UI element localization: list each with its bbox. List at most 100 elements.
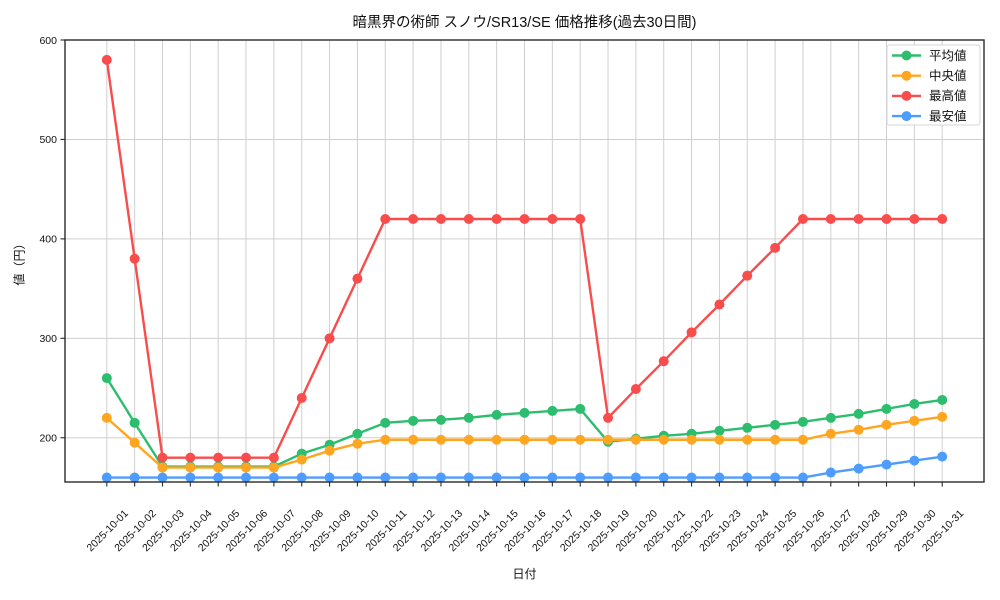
series-median-point <box>825 428 836 439</box>
series-average-point <box>881 403 892 414</box>
series-median-point <box>658 434 669 445</box>
series-average-point <box>909 398 920 409</box>
series-median-point <box>380 434 391 445</box>
series-median-point <box>547 434 558 445</box>
y-tick-labels: 200 300 400 500 600 <box>39 35 57 445</box>
legend-label-average: 平均値 <box>929 48 967 63</box>
series-min-point <box>157 472 168 483</box>
series-average-point <box>519 407 530 418</box>
series-max-point <box>658 356 669 367</box>
series-average-point <box>575 403 586 414</box>
series-max-point <box>575 213 586 224</box>
series-min-point <box>101 472 112 483</box>
series-max-point <box>825 213 836 224</box>
series-median-point <box>241 462 252 473</box>
series-min-point <box>185 472 196 483</box>
series-average-point <box>129 417 140 428</box>
series-median-point <box>324 445 335 456</box>
series-average-point <box>797 416 808 427</box>
series-median-point <box>937 411 948 422</box>
series-median-point <box>491 434 502 445</box>
series-median-point <box>463 434 474 445</box>
series-max-point <box>296 392 307 403</box>
series-min-point <box>213 472 224 483</box>
series-max-point <box>519 213 530 224</box>
y-axis-label: 値（円） <box>12 237 27 286</box>
series-max-point <box>491 213 502 224</box>
series-max-point <box>603 412 614 423</box>
series-max-point <box>213 452 224 463</box>
series-max-point <box>630 384 641 395</box>
series-max-point <box>853 213 864 224</box>
series-average-point <box>380 417 391 428</box>
legend-marker-average <box>901 50 912 61</box>
series-median-point <box>129 437 140 448</box>
series-max-point <box>797 213 808 224</box>
series-average-point <box>547 405 558 416</box>
plot-frame <box>64 39 985 483</box>
series-min-point <box>825 467 836 478</box>
series-max-point <box>185 452 196 463</box>
series-average-point <box>491 409 502 420</box>
series-min <box>101 451 948 483</box>
series-max-point <box>101 54 112 65</box>
series-median-point <box>352 438 363 449</box>
series-average-point <box>714 425 725 436</box>
series-median-point <box>296 454 307 465</box>
series-average-point <box>770 419 781 430</box>
series-min-point <box>770 472 781 483</box>
series-max-point <box>380 213 391 224</box>
legend-marker-min <box>901 111 912 122</box>
series-average-point <box>853 408 864 419</box>
legend-label-min: 最安値 <box>929 108 967 123</box>
series-min-point <box>408 472 419 483</box>
series-average-point <box>463 412 474 423</box>
series-max-point <box>770 242 781 253</box>
series-median-point <box>853 424 864 435</box>
series-median-point <box>686 434 697 445</box>
series-median-point <box>185 462 196 473</box>
series-max-point <box>157 452 168 463</box>
x-tick-labels: 2025-10-012025-10-022025-10-032025-10-04… <box>84 508 966 555</box>
series-max-point <box>937 213 948 224</box>
series-median-point <box>408 434 419 445</box>
series-max-point <box>686 327 697 338</box>
series-max-point <box>268 452 279 463</box>
series-min-point <box>268 472 279 483</box>
legend-box <box>886 44 981 126</box>
series-median-point <box>630 434 641 445</box>
series-min-point <box>241 472 252 483</box>
series-max-point <box>129 253 140 264</box>
series-average-point <box>742 422 753 433</box>
series-max-point <box>241 452 252 463</box>
x-axis-label: 日付 <box>512 567 537 581</box>
legend-label-max: 最高値 <box>929 88 967 103</box>
series-min-point <box>463 472 474 483</box>
series-max-point <box>881 213 892 224</box>
series-average-point <box>825 412 836 423</box>
series-min-point <box>937 451 948 462</box>
series-min-point <box>658 472 669 483</box>
series-median-point <box>575 434 586 445</box>
series-min-point <box>296 472 307 483</box>
series-min-point <box>435 472 446 483</box>
series-max <box>101 54 948 463</box>
series-max-point <box>909 213 920 224</box>
legend-label-median: 中央値 <box>929 68 967 83</box>
series-median <box>101 411 948 473</box>
series-median-point <box>213 462 224 473</box>
series-max-point <box>352 273 363 284</box>
series-min-point <box>129 472 140 483</box>
series-max-point <box>408 213 419 224</box>
series-median-point <box>157 462 168 473</box>
series-median-point <box>770 434 781 445</box>
series-median-point <box>101 412 112 423</box>
series-median-point <box>603 434 614 445</box>
y-tick-label: 300 <box>39 333 57 345</box>
series-min-point <box>380 472 391 483</box>
series-average-point <box>101 373 112 384</box>
series-min-point <box>630 472 641 483</box>
series-max-point <box>324 333 335 344</box>
